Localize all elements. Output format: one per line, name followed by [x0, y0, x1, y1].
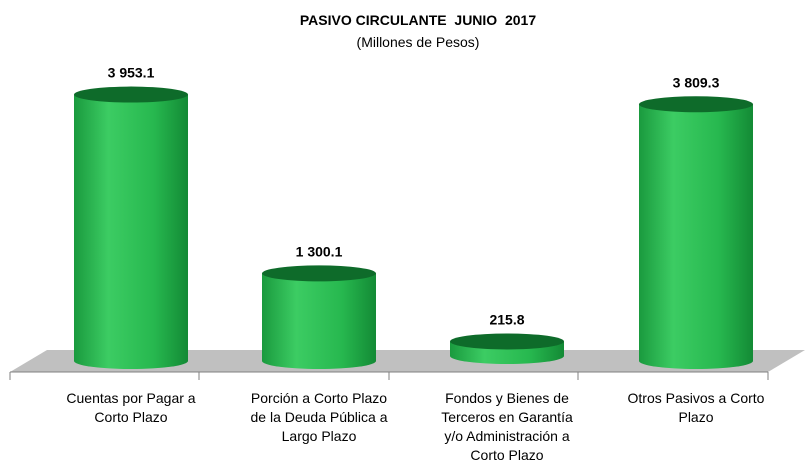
- category-label: Fondos y Bienes de: [445, 390, 569, 406]
- category-label: y/o Administración a: [444, 428, 569, 444]
- bar-body: [74, 94, 188, 369]
- category-label: Terceros en Garantía: [441, 409, 573, 425]
- value-label: 215.8: [489, 311, 524, 327]
- bar-top: [74, 86, 188, 103]
- category-label: Corto Plazo: [94, 409, 167, 425]
- chart-subtitle: (Millones de Pesos): [357, 34, 480, 50]
- category-label: Plazo: [678, 409, 713, 425]
- category-label: Porción a Corto Plazo: [251, 390, 387, 406]
- bar: [74, 86, 188, 369]
- bars-group: [74, 86, 753, 370]
- chart-title: PASIVO CIRCULANTE JUNIO 2017: [300, 12, 536, 28]
- category-label: Largo Plazo: [282, 428, 357, 444]
- category-label: Otros Pasivos a Corto: [628, 390, 765, 406]
- value-label: 3 809.3: [673, 74, 720, 90]
- category-label: Corto Plazo: [470, 447, 543, 463]
- category-labels-group: Cuentas por Pagar a Corto Plazo Porción a …: [66, 390, 764, 463]
- bar-top: [262, 265, 376, 282]
- value-labels-group: 3 953.1 1 300.1 215.8 3 809.3: [108, 65, 720, 328]
- category-label: Cuentas por Pagar a: [66, 390, 195, 406]
- bar: [450, 333, 564, 364]
- value-label: 3 953.1: [108, 65, 155, 81]
- bar-body: [639, 104, 753, 370]
- bar: [639, 96, 753, 370]
- floor: [10, 350, 805, 372]
- floor-plane: [9, 350, 805, 380]
- bar-top: [450, 333, 564, 350]
- bar: [262, 265, 376, 369]
- bar-body: [262, 273, 376, 369]
- category-label: de la Deuda Pública a: [251, 409, 388, 425]
- value-label: 1 300.1: [296, 243, 343, 259]
- bar-top: [639, 96, 753, 113]
